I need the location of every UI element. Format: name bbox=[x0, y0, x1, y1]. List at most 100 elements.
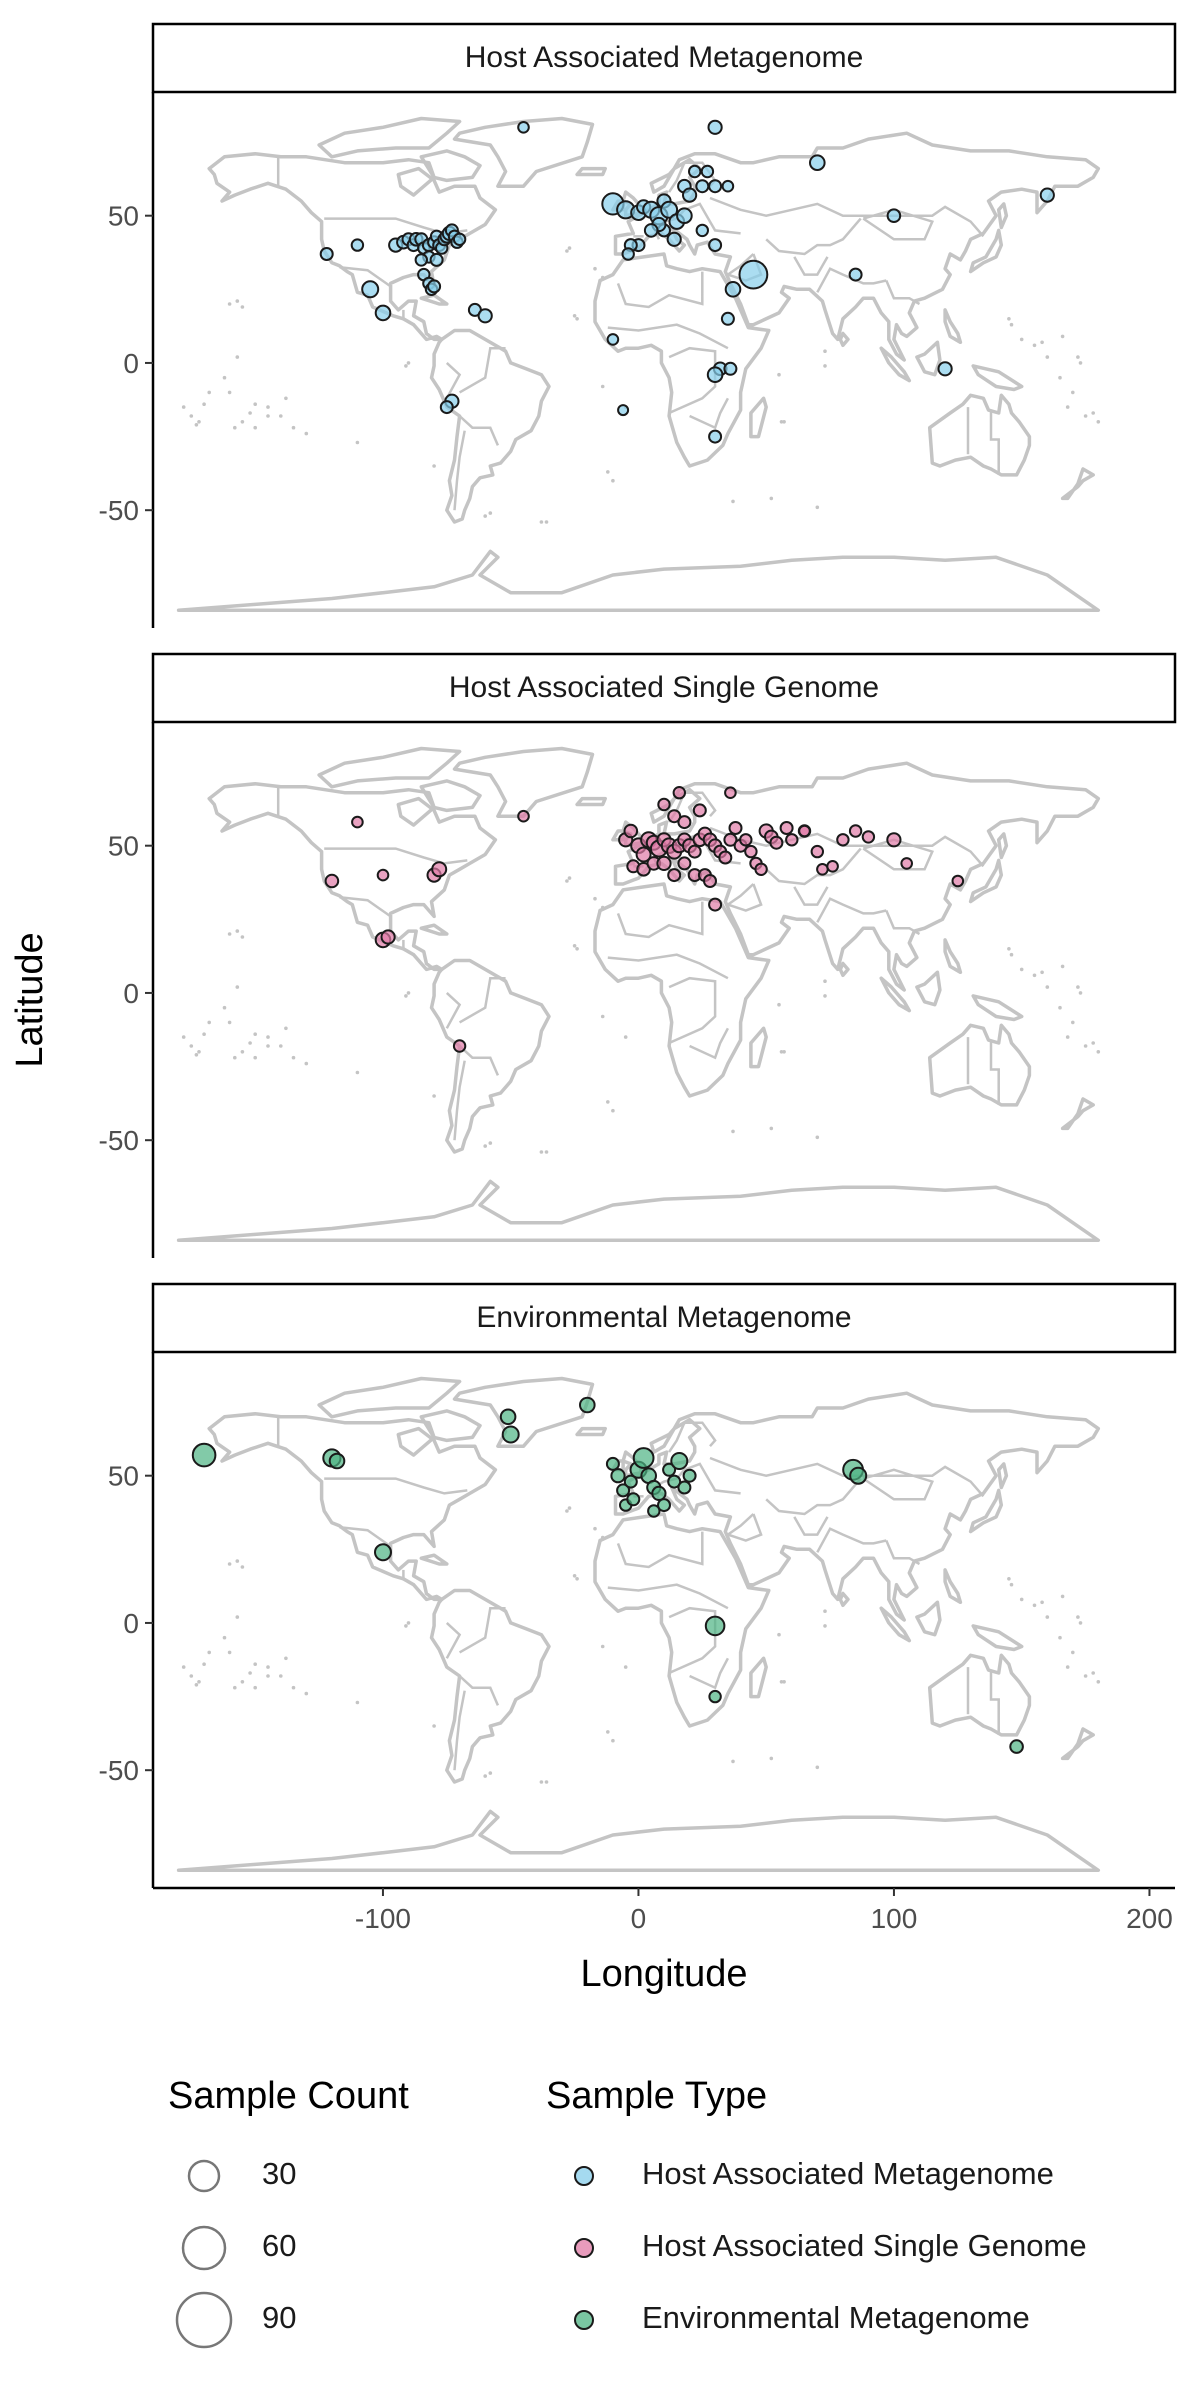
antarctica-coast bbox=[176, 1809, 1101, 1873]
island-dot bbox=[1096, 420, 1101, 424]
data-point bbox=[643, 223, 659, 238]
data-point bbox=[431, 861, 448, 878]
island-dot bbox=[202, 1032, 206, 1036]
data-point bbox=[706, 366, 724, 384]
facet-strip-label: Host Associated Metagenome bbox=[465, 41, 864, 74]
island-dot bbox=[544, 1150, 549, 1154]
data-point bbox=[319, 247, 334, 261]
island-dot bbox=[240, 935, 245, 939]
island-dot bbox=[488, 1771, 493, 1775]
data-point bbox=[809, 154, 826, 171]
island-dot bbox=[593, 266, 597, 271]
island-dot bbox=[304, 431, 309, 436]
data-point bbox=[688, 164, 702, 179]
island-dot bbox=[606, 1100, 610, 1104]
island-dot bbox=[606, 1730, 610, 1734]
island-dot bbox=[600, 1014, 605, 1019]
arctic-islands-coast bbox=[317, 1376, 462, 1419]
island-dot bbox=[189, 414, 194, 418]
island-dot bbox=[235, 985, 240, 989]
data-point bbox=[708, 179, 723, 194]
baffin-island-coast bbox=[419, 1409, 482, 1443]
sakhalin-coast bbox=[996, 832, 1009, 860]
scandinavia-border bbox=[668, 1421, 717, 1453]
new-zealand-coast bbox=[1060, 1097, 1095, 1131]
sumatra-coast bbox=[879, 346, 912, 383]
data-point bbox=[610, 1468, 626, 1484]
data-point bbox=[429, 252, 444, 267]
data-point bbox=[361, 280, 380, 299]
afghanistan-border bbox=[793, 256, 829, 276]
island-dot bbox=[1076, 355, 1080, 359]
island-dot bbox=[606, 470, 610, 474]
island-dot bbox=[1040, 340, 1044, 345]
island-dot bbox=[202, 1662, 206, 1666]
eurasia-coast bbox=[613, 131, 1101, 362]
chile-argentina-border bbox=[453, 1060, 466, 1141]
us-mexico-border bbox=[339, 265, 392, 288]
data-point bbox=[328, 1452, 346, 1470]
west-africa-border bbox=[607, 1583, 729, 1610]
china-border bbox=[885, 910, 921, 936]
data-point bbox=[632, 1447, 655, 1469]
data-point bbox=[836, 833, 850, 847]
central-africa-border bbox=[668, 976, 717, 1045]
data-point bbox=[623, 1474, 638, 1489]
data-point bbox=[452, 1039, 467, 1053]
antarctica-coast bbox=[176, 1179, 1101, 1243]
south-america-coast bbox=[429, 958, 551, 1154]
data-point bbox=[708, 429, 723, 444]
data-point bbox=[848, 267, 863, 282]
island-dot bbox=[539, 1780, 544, 1784]
island-dot bbox=[266, 1044, 270, 1048]
island-dot bbox=[1078, 991, 1083, 995]
new-guinea-coast bbox=[971, 364, 1024, 392]
island-dot bbox=[611, 478, 615, 483]
island-dot bbox=[266, 414, 270, 418]
island-dot bbox=[593, 1526, 597, 1531]
island-dot bbox=[279, 1674, 283, 1678]
data-point bbox=[861, 830, 876, 844]
us-canada-border bbox=[324, 847, 468, 865]
island-dot bbox=[815, 1135, 820, 1140]
y-tick-label: 0 bbox=[123, 978, 139, 1009]
chile-argentina-border bbox=[453, 430, 466, 511]
brazil-border bbox=[458, 1606, 506, 1654]
island-dot bbox=[304, 1691, 309, 1696]
island-dot bbox=[567, 876, 572, 880]
data-point bbox=[635, 846, 652, 863]
greenland-coast bbox=[452, 746, 595, 818]
island-dot bbox=[253, 1055, 257, 1060]
data-point bbox=[499, 1408, 517, 1426]
data-point bbox=[626, 1492, 641, 1507]
island-dot bbox=[253, 1685, 257, 1690]
africa-coast bbox=[593, 252, 771, 468]
colombia-peru-border bbox=[445, 361, 462, 399]
facet-strip-label: Environmental Metagenome bbox=[476, 1301, 851, 1334]
island-dot bbox=[544, 520, 549, 524]
island-dot bbox=[406, 991, 411, 995]
island-dot bbox=[1007, 947, 1011, 951]
south-america-coast bbox=[429, 328, 551, 524]
data-point bbox=[848, 824, 863, 838]
island-dot bbox=[181, 1665, 186, 1669]
island-dot bbox=[598, 278, 602, 283]
data-point bbox=[886, 832, 902, 848]
island-dot bbox=[266, 1674, 270, 1678]
x-axis-ticks: -100 0 100 200 bbox=[355, 1888, 1173, 1934]
india-border bbox=[816, 1527, 887, 1553]
size-legend-label: 60 bbox=[262, 2228, 296, 2263]
data-point bbox=[682, 1468, 697, 1483]
data-point bbox=[350, 238, 365, 252]
data-points bbox=[324, 786, 965, 1053]
data-point bbox=[682, 187, 698, 203]
island-dot bbox=[253, 425, 257, 430]
y-tick-label: 50 bbox=[108, 1461, 139, 1492]
island-dot bbox=[279, 414, 283, 418]
island-dot bbox=[266, 405, 270, 409]
island-dot bbox=[1065, 1035, 1070, 1039]
island-dot bbox=[1009, 322, 1014, 327]
brazil-border bbox=[458, 346, 506, 394]
data-point bbox=[826, 860, 839, 873]
island-dot bbox=[1083, 414, 1088, 418]
